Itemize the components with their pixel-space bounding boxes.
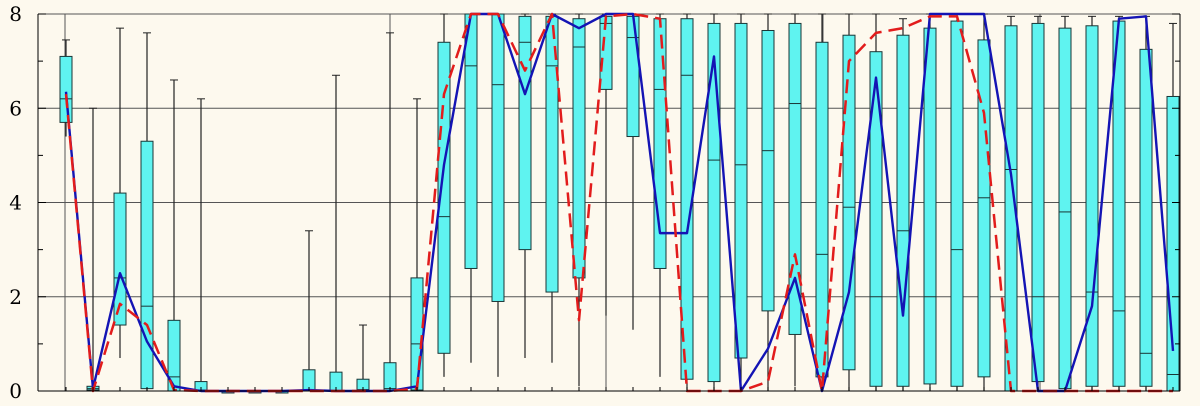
box-item (1085, 15, 1099, 391)
box-rect (59, 55, 73, 123)
box-item (788, 13, 802, 387)
box-item (815, 13, 829, 391)
boxes-layer (59, 13, 1180, 394)
box-rect (1031, 22, 1045, 383)
y-tick-label-8: 8 (9, 2, 22, 26)
y-tick-label-0: 0 (9, 379, 22, 403)
box-rect (383, 362, 397, 392)
box-item (707, 13, 721, 391)
y-tick-label-6: 6 (9, 96, 22, 120)
box-rect (410, 277, 424, 391)
box-item (572, 13, 586, 387)
box-rect (572, 18, 586, 279)
y-tick-label-4: 4 (9, 191, 22, 215)
box-rect (518, 15, 532, 251)
box-item (896, 18, 910, 391)
box-rect (1058, 27, 1072, 390)
box-item (977, 13, 991, 391)
box-item (734, 13, 748, 391)
box-rect (626, 15, 640, 138)
y-tick-label-2: 2 (9, 285, 22, 309)
box-item (113, 27, 127, 359)
box-item (1058, 15, 1072, 391)
box-rect (977, 39, 991, 378)
box-item (518, 13, 532, 359)
box-rect (140, 140, 154, 390)
box-rect (788, 22, 802, 335)
axes-layer (37, 13, 1181, 392)
box-item (140, 32, 154, 391)
box-rect (815, 41, 829, 378)
box-item (302, 230, 316, 392)
box-item (1139, 15, 1153, 391)
box-rect (437, 41, 451, 354)
box-rect (761, 29, 775, 312)
box-item (464, 13, 478, 363)
box-item (437, 13, 451, 377)
box-rect (950, 20, 964, 387)
box-rect (923, 27, 937, 385)
box-item (950, 13, 964, 391)
box-rect (464, 13, 478, 269)
box-item (761, 13, 775, 391)
box-rect (842, 34, 856, 371)
box-rect (1085, 25, 1099, 387)
box-rect (869, 51, 883, 387)
box-rect (734, 22, 748, 359)
box-rect (1139, 48, 1153, 387)
box-rect (491, 13, 505, 302)
box-item (59, 39, 73, 137)
box-item (869, 13, 883, 391)
tick-labels-layer: 0 2 4 6 8 (9, 2, 22, 403)
box-item (1031, 15, 1045, 391)
box-rect (707, 22, 721, 383)
box-rect (113, 192, 127, 326)
box-rect (896, 34, 910, 387)
